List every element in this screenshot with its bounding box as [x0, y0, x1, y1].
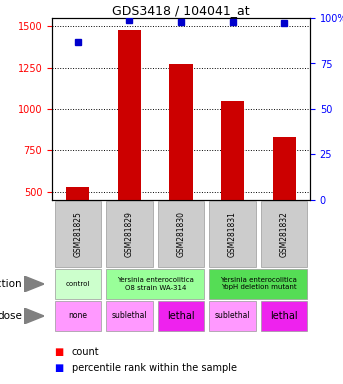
Text: ■: ■ [54, 347, 63, 357]
Bar [221, 101, 244, 200]
Bar [261, 201, 307, 267]
Bar [106, 269, 204, 299]
Bar [273, 137, 296, 200]
Bar [106, 201, 153, 267]
Title: GDS3418 / 104041_at: GDS3418 / 104041_at [112, 4, 250, 17]
Bar [169, 65, 193, 200]
Text: percentile rank within the sample: percentile rank within the sample [72, 363, 237, 373]
Text: lethal: lethal [167, 311, 195, 321]
Bar [118, 30, 141, 200]
Bar [209, 201, 256, 267]
Text: GSM281825: GSM281825 [73, 211, 82, 257]
Bar [55, 301, 101, 331]
Text: GSM281832: GSM281832 [280, 211, 289, 257]
Text: sublethal: sublethal [215, 311, 250, 321]
Bar [66, 187, 90, 200]
Bar [158, 201, 204, 267]
Text: sublethal: sublethal [111, 311, 147, 321]
Text: infection: infection [0, 279, 22, 289]
Bar [209, 269, 307, 299]
Bar [55, 269, 101, 299]
Text: GSM281829: GSM281829 [125, 211, 134, 257]
Bar [261, 301, 307, 331]
Polygon shape [24, 276, 44, 292]
Text: dose: dose [0, 311, 22, 321]
Text: control: control [66, 281, 90, 287]
Text: lethal: lethal [270, 311, 298, 321]
Text: GSM281830: GSM281830 [177, 211, 186, 257]
Text: ■: ■ [54, 363, 63, 373]
Text: none: none [68, 311, 87, 321]
Bar [209, 301, 256, 331]
Text: Yersinia enterocolitica
O8 strain WA-314: Yersinia enterocolitica O8 strain WA-314 [117, 278, 194, 291]
Text: count: count [72, 347, 99, 357]
Bar [158, 301, 204, 331]
Text: Yersinia enterocolitica
YopH deletion mutant: Yersinia enterocolitica YopH deletion mu… [220, 278, 297, 291]
Text: GSM281831: GSM281831 [228, 211, 237, 257]
Polygon shape [24, 308, 44, 324]
Bar [106, 301, 153, 331]
Bar [55, 201, 101, 267]
